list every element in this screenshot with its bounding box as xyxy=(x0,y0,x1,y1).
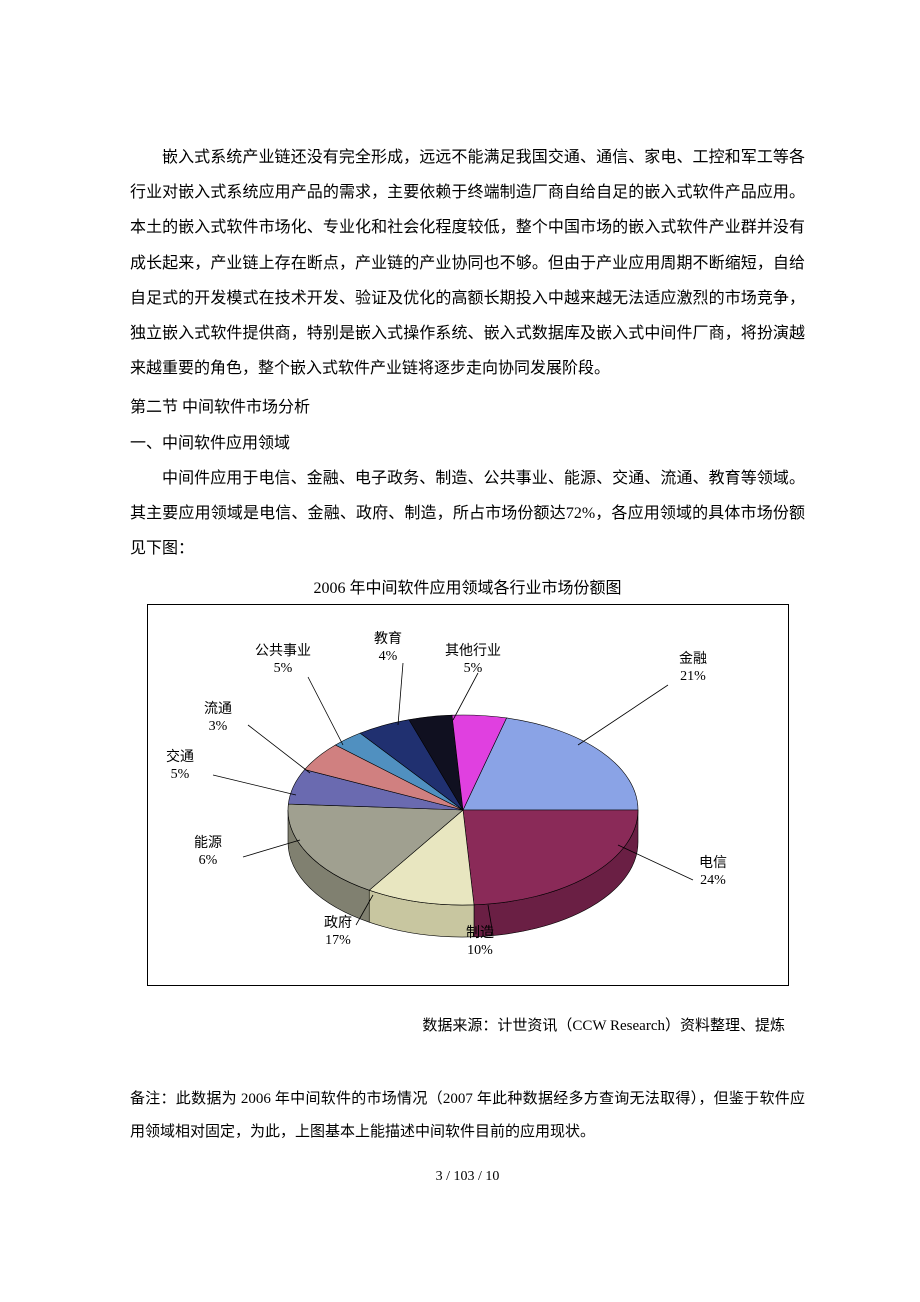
pie-slice-label: 能源 xyxy=(194,835,222,851)
footnote: 备注：此数据为 2006 年中间软件的市场情况（2007 年此种数据经多方查询无… xyxy=(130,1083,805,1149)
pie-slice-percent: 17% xyxy=(325,933,351,948)
pie-slice-label: 公共事业 xyxy=(255,643,311,659)
paragraph-2: 中间件应用于电信、金融、电子政务、制造、公共事业、能源、交通、流通、教育等领域。… xyxy=(130,461,805,567)
data-source: 数据来源：计世资讯（CCW Research）资料整理、提炼 xyxy=(130,1014,805,1035)
section-2-title: 第二节 中间软件市场分析 xyxy=(130,390,805,425)
pie-slice-percent: 5% xyxy=(273,661,292,676)
pie-chart-svg: 金融 21% 电信 24% 制造 10% 政府 17% 能源 6% 交通 5% 流通 3% 公共事业 5% 教育… xyxy=(148,605,788,985)
pie-slice-label: 交通 xyxy=(166,748,194,765)
pie-slice-label: 金融 xyxy=(679,651,707,667)
pie-slice-percent: 5% xyxy=(170,767,189,782)
document-page: 嵌入式系统产业链还没有完全形成，远远不能满足我国交通、通信、家电、工控和军工等各… xyxy=(0,0,920,1239)
paragraph-1: 嵌入式系统产业链还没有完全形成，远远不能满足我国交通、通信、家电、工控和军工等各… xyxy=(130,140,805,386)
page-number: 3 / 103 / 10 xyxy=(130,1169,805,1185)
chart-title: 2006 年中间软件应用领域各行业市场份额图 xyxy=(130,574,805,598)
subsection-1-title: 一、中间软件应用领域 xyxy=(130,426,805,461)
pie-slice-label: 制造 xyxy=(466,925,494,941)
pie-slice-label: 其他行业 xyxy=(445,643,501,659)
pie-slice-percent: 24% xyxy=(700,873,726,888)
pie-slice-label: 政府 xyxy=(324,915,352,931)
pie-slice-percent: 21% xyxy=(680,669,706,684)
pie-slice-label: 教育 xyxy=(374,631,402,647)
pie-slice-label: 电信 xyxy=(699,855,727,871)
pie-slice-percent: 5% xyxy=(463,661,482,676)
pie-slice-percent: 10% xyxy=(467,943,493,958)
pie-slice-percent: 6% xyxy=(198,853,217,868)
pie-slice-label: 流通 xyxy=(204,701,232,717)
pie-slice-percent: 3% xyxy=(208,719,227,734)
pie-chart: 金融 21% 电信 24% 制造 10% 政府 17% 能源 6% 交通 5% 流通 3% 公共事业 5% 教育… xyxy=(147,604,789,986)
pie-slice-percent: 4% xyxy=(378,649,397,664)
